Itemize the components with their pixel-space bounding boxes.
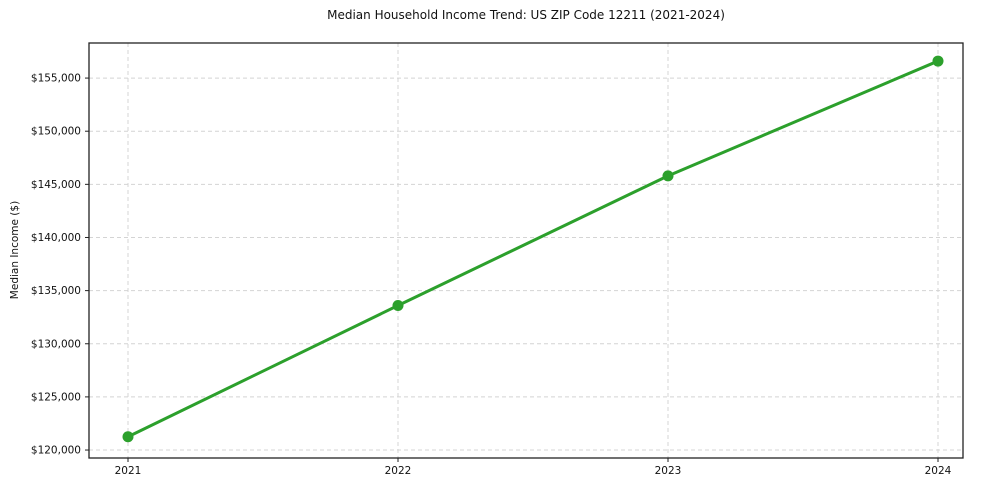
x-tick-label: 2024	[925, 465, 952, 477]
trend-line	[126, 59, 940, 439]
x-tick-label: 2021	[115, 465, 142, 477]
x-tick-label: 2022	[385, 465, 412, 477]
x-tick-label: 2023	[655, 465, 682, 477]
y-tick-label: $125,000	[31, 391, 81, 403]
chart-title: Median Household Income Trend: US ZIP Co…	[327, 8, 725, 22]
y-tick-label: $120,000	[31, 445, 81, 457]
y-tick-label: $145,000	[31, 179, 81, 191]
y-tick-label: $155,000	[31, 73, 81, 85]
data-point-2023	[662, 170, 674, 182]
y-tick-label: $150,000	[31, 126, 81, 138]
plot-border	[88, 42, 964, 459]
y-tick-label: $140,000	[31, 232, 81, 244]
data-point-2022	[392, 299, 404, 311]
y-tick-label: $130,000	[31, 338, 81, 350]
data-point-2024	[932, 55, 944, 67]
y-tick-label: $135,000	[31, 285, 81, 297]
data-point-2021	[122, 431, 134, 443]
